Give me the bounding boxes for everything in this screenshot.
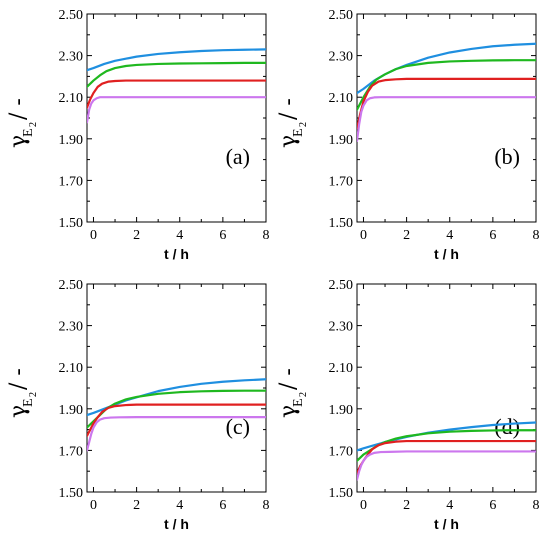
- y-tick-label: 1.90: [329, 403, 354, 418]
- y-tick-label: 1.90: [59, 403, 84, 418]
- y-tick-label: 2.10: [59, 361, 84, 376]
- x-tick-label: 6: [219, 228, 226, 243]
- y-axis-label-subscript: E: [291, 398, 306, 407]
- x-tick-label: 8: [263, 228, 270, 243]
- x-axis-label: t / h: [434, 516, 459, 532]
- y-tick-label: 1.50: [329, 486, 354, 501]
- series-line-blue: [357, 42, 536, 95]
- x-tick-label: 0: [360, 228, 367, 243]
- y-tick-label: 2.30: [59, 320, 84, 335]
- y-tick-label: 2.50: [329, 8, 354, 23]
- y-tick-label: 1.50: [59, 486, 84, 501]
- panel-label: (d): [494, 414, 520, 439]
- y-tick-label: 2.50: [59, 278, 84, 293]
- y-axis-label-symbol: γ: [6, 135, 31, 148]
- series-line-red: [357, 77, 536, 130]
- series-line-green: [357, 59, 536, 111]
- y-axis-label: γE2 / -: [6, 98, 39, 148]
- x-tick-label: 0: [360, 498, 367, 513]
- x-tick-label: 2: [133, 228, 140, 243]
- y-axis-label-symbol: γ: [276, 405, 301, 418]
- series-line-purple: [87, 96, 266, 124]
- y-tick-label: 2.10: [59, 91, 84, 106]
- x-tick-label: 2: [133, 498, 140, 513]
- series-line-green: [87, 61, 266, 88]
- y-tick-label: 2.30: [329, 50, 354, 65]
- x-axis-label: t / h: [434, 246, 459, 262]
- x-tick-label: 0: [90, 228, 97, 243]
- y-tick-label: 2.30: [329, 320, 354, 335]
- y-tick-label: 2.50: [59, 8, 84, 23]
- x-tick-label: 8: [533, 498, 540, 513]
- x-tick-label: 4: [446, 498, 453, 513]
- x-tick-label: 2: [403, 228, 410, 243]
- y-axis-label-subsubscript: 2: [298, 392, 309, 397]
- x-tick-label: 2: [403, 498, 410, 513]
- y-axis-label-subsubscript: 2: [298, 122, 309, 127]
- x-axis-label: t / h: [164, 516, 189, 532]
- y-axis-label-subscript: E: [291, 128, 306, 137]
- y-tick-label: 2.30: [59, 50, 84, 65]
- x-tick-label: 6: [219, 498, 226, 513]
- y-axis-label-subsubscript: 2: [28, 392, 39, 397]
- y-tick-label: 2.50: [329, 278, 354, 293]
- y-axis-label-suffix: / -: [6, 368, 31, 390]
- x-tick-label: 8: [533, 228, 540, 243]
- x-tick-label: 0: [90, 498, 97, 513]
- y-axis-label-symbol: γ: [6, 405, 31, 418]
- x-tick-label: 4: [446, 228, 453, 243]
- y-tick-label: 2.10: [329, 361, 354, 376]
- y-axis-label-subscript: E: [21, 128, 36, 137]
- x-tick-label: 4: [176, 498, 183, 513]
- y-tick-label: 1.70: [329, 444, 354, 459]
- y-tick-label: 1.90: [329, 133, 354, 148]
- y-axis-label-suffix: / -: [276, 98, 301, 120]
- y-tick-label: 1.70: [59, 444, 84, 459]
- y-tick-label: 1.50: [329, 216, 354, 231]
- y-axis-label-symbol: γ: [276, 135, 301, 148]
- panel-label: (a): [226, 144, 250, 169]
- y-axis-label-suffix: / -: [276, 368, 301, 390]
- y-axis-label-subscript: E: [21, 398, 36, 407]
- panel-label: (b): [494, 144, 520, 169]
- series-line-blue: [87, 378, 266, 417]
- series-line-purple: [357, 96, 536, 142]
- y-axis-label-suffix: / -: [6, 98, 31, 120]
- series-line-red: [87, 79, 266, 109]
- y-tick-label: 1.70: [59, 174, 84, 189]
- x-axis-label: t / h: [164, 246, 189, 262]
- series-line-red: [87, 403, 266, 437]
- series-line-blue: [87, 48, 266, 72]
- y-tick-label: 1.90: [59, 133, 84, 148]
- y-tick-label: 2.10: [329, 91, 354, 106]
- y-tick-label: 1.70: [329, 174, 354, 189]
- y-axis-label: γE2 / -: [276, 368, 309, 418]
- series-line-purple: [357, 450, 536, 481]
- x-tick-label: 4: [176, 228, 183, 243]
- series-line-purple: [87, 416, 266, 452]
- y-axis-label-subsubscript: 2: [28, 122, 39, 127]
- x-tick-label: 6: [489, 228, 496, 243]
- y-axis-label: γE2 / -: [6, 368, 39, 418]
- y-axis-label: γE2 / -: [276, 98, 309, 148]
- x-tick-label: 8: [263, 498, 270, 513]
- x-tick-label: 6: [489, 498, 496, 513]
- y-tick-label: 1.50: [59, 216, 84, 231]
